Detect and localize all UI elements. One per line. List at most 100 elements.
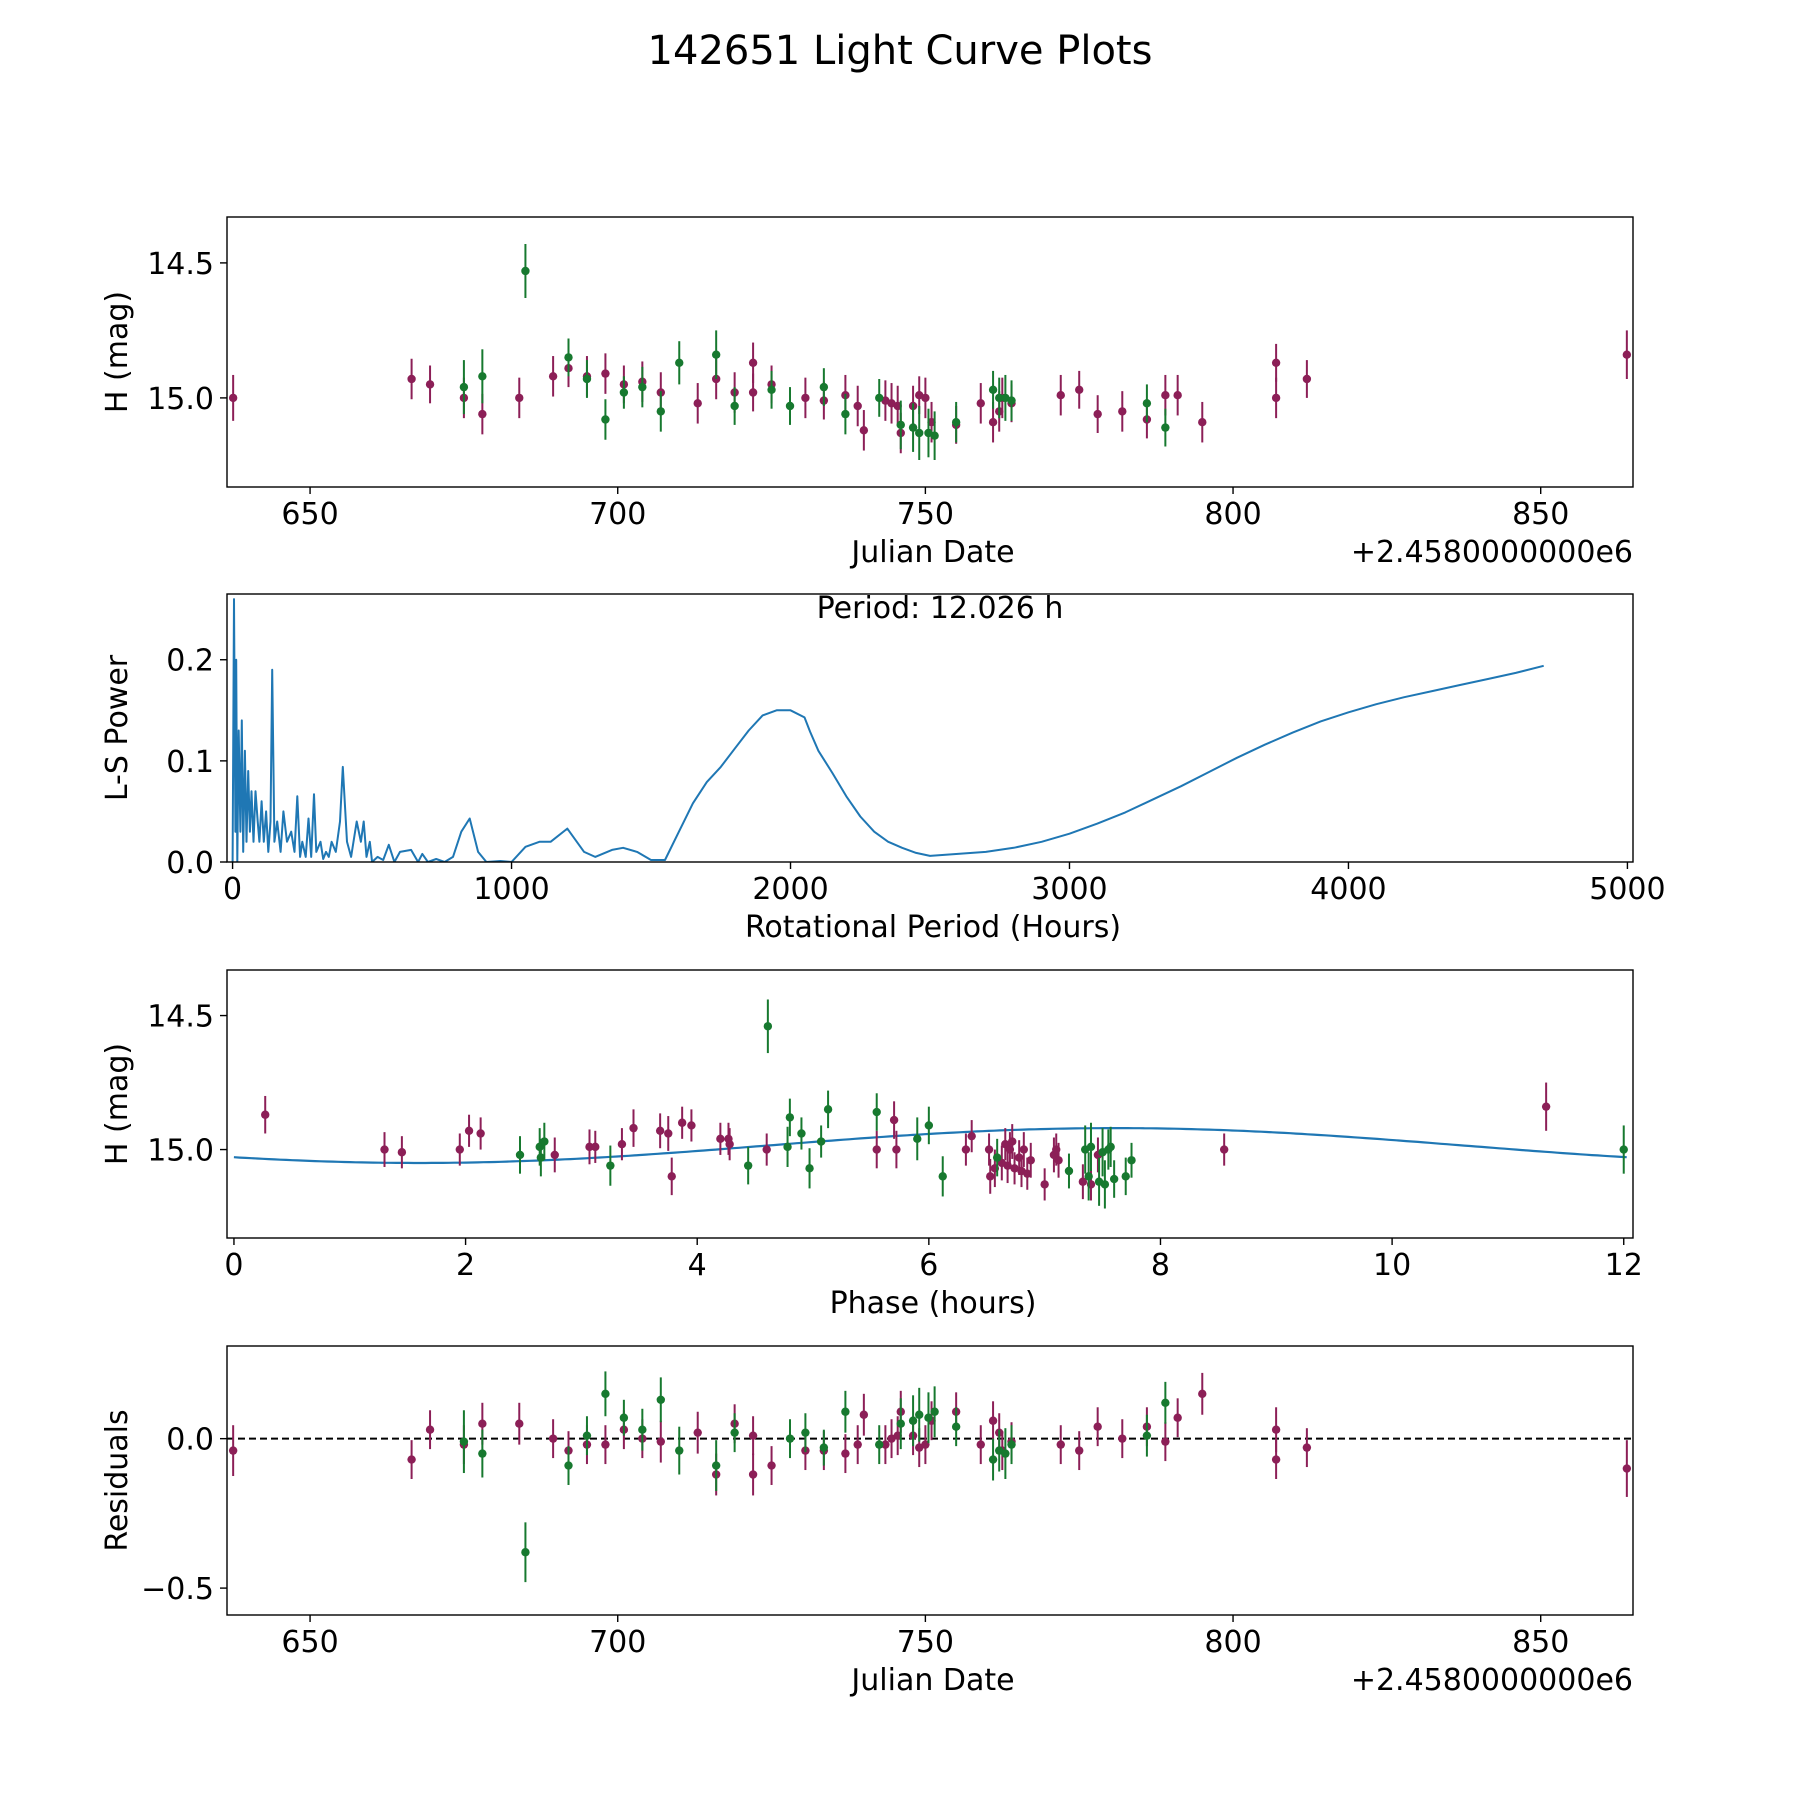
data-point-g — [582, 1431, 592, 1440]
x-tick-label: 5000 — [1589, 872, 1665, 907]
lightcurve-plot-area — [228, 244, 1632, 460]
data-point-g — [1161, 423, 1170, 432]
data-point-g — [951, 418, 961, 427]
data-point-r — [1622, 1464, 1632, 1473]
figure-title: 142651 Light Curve Plots — [647, 28, 1153, 74]
data-point-g — [872, 1107, 881, 1117]
data-point-r — [548, 372, 558, 381]
data-point-g — [875, 1440, 884, 1449]
data-point-g — [601, 415, 610, 424]
data-point-g — [785, 1434, 795, 1443]
data-point-g — [515, 1150, 525, 1160]
data-point-g — [841, 409, 850, 419]
data-point-g — [1121, 1172, 1130, 1181]
x-tick-label: 800 — [1204, 497, 1261, 532]
x-tick-label: 800 — [1204, 1625, 1261, 1660]
x-axis-label: Rotational Period (Hours) — [745, 910, 1121, 945]
data-point-g — [675, 358, 684, 367]
residuals-panel: 650 700 750 800 850 0.0 −0.5 Julian Date Residua… — [100, 1345, 1634, 1698]
y-axis-label: L-S Power — [100, 654, 135, 801]
x-tick-label: 4 — [688, 1248, 707, 1283]
data-point-r — [601, 1440, 610, 1449]
data-point-g — [913, 1134, 922, 1144]
data-point-g — [924, 1121, 934, 1130]
x-tick-label: 0 — [223, 872, 242, 907]
data-point-r — [1026, 1156, 1035, 1165]
data-point-g — [823, 1105, 833, 1114]
data-point-r — [1010, 1164, 1019, 1173]
data-point-g — [638, 382, 647, 392]
data-point-r — [716, 1134, 725, 1144]
x-tick-label: 650 — [281, 497, 338, 532]
data-point-r — [988, 418, 998, 427]
data-point-r — [664, 1129, 673, 1138]
lightcurve-panel: 650 700 750 800 850 15.0 14.5 Julian Date H (mag… — [100, 216, 1634, 570]
data-point-g — [536, 1153, 546, 1162]
x-axis-label: Julian Date — [849, 1663, 1014, 1698]
data-point-r — [1040, 1180, 1049, 1189]
data-point-r — [976, 399, 985, 408]
data-point-g — [1161, 1398, 1170, 1407]
data-point-r — [548, 1434, 558, 1443]
data-point-r — [1271, 1425, 1281, 1434]
data-point-r — [261, 1110, 270, 1119]
data-point-g — [908, 423, 918, 432]
data-point-g — [816, 1137, 826, 1146]
x-tick-label: 4000 — [1310, 872, 1386, 907]
y-axis-label: H (mag) — [100, 1043, 135, 1165]
data-point-r — [1161, 391, 1170, 400]
data-point-g — [801, 1428, 810, 1437]
y-tick-label: 0.2 — [166, 644, 214, 679]
data-point-g — [564, 1461, 573, 1470]
data-point-r — [617, 1140, 627, 1149]
data-point-g — [606, 1161, 615, 1170]
data-point-r — [1019, 1145, 1029, 1154]
data-point-r — [585, 1142, 594, 1152]
y-tick-label: 14.5 — [147, 247, 214, 282]
data-point-r — [655, 1126, 665, 1136]
phased-panel: 0 2 4 6 8 10 12 15.0 14.5 Phase (hours) H (mag) — [100, 969, 1643, 1321]
data-point-r — [1118, 1434, 1127, 1443]
x-tick-label: 10 — [1373, 1248, 1411, 1283]
y-tick-label: 15.0 — [147, 1134, 214, 1169]
data-point-r — [476, 1129, 485, 1138]
data-point-g — [1001, 1449, 1010, 1458]
data-point-g — [564, 353, 573, 362]
data-point-r — [601, 369, 610, 378]
data-point-g — [730, 401, 739, 411]
data-point-r — [1219, 1145, 1229, 1154]
data-point-g — [638, 1425, 647, 1434]
data-point-r — [629, 1123, 638, 1133]
x-tick-label: 850 — [1512, 1625, 1569, 1660]
data-point-g — [1086, 1142, 1096, 1152]
data-point-r — [1271, 358, 1281, 367]
data-point-r — [1056, 1440, 1065, 1449]
data-point-r — [1023, 1169, 1032, 1178]
data-point-g — [896, 1419, 905, 1428]
y-tick-label: 0.1 — [166, 745, 214, 780]
data-point-g — [785, 401, 795, 411]
data-point-r — [859, 1410, 869, 1419]
data-point-g — [908, 1416, 918, 1425]
data-point-g — [1007, 1440, 1016, 1449]
data-point-g — [1142, 1431, 1152, 1440]
data-point-r — [677, 1118, 687, 1127]
x-tick-label: 0 — [224, 1248, 243, 1283]
data-point-r — [1302, 374, 1312, 384]
data-point-r — [667, 1172, 676, 1181]
x-tick-label: 850 — [1512, 497, 1569, 532]
x-axis-label: Phase (hours) — [830, 1286, 1037, 1321]
data-point-r — [1198, 418, 1207, 427]
data-point-r — [1271, 393, 1281, 403]
data-point-g — [915, 428, 924, 438]
data-point-g — [819, 382, 829, 392]
data-point-r — [748, 1470, 758, 1479]
data-point-g — [540, 1137, 549, 1146]
data-point-r — [407, 374, 416, 384]
data-point-r — [1093, 409, 1102, 419]
data-point-g — [1007, 396, 1016, 405]
data-point-r — [1075, 1446, 1084, 1455]
data-point-r — [1173, 391, 1182, 400]
lightcurve-frame — [226, 216, 1634, 488]
data-point-r — [425, 380, 435, 389]
